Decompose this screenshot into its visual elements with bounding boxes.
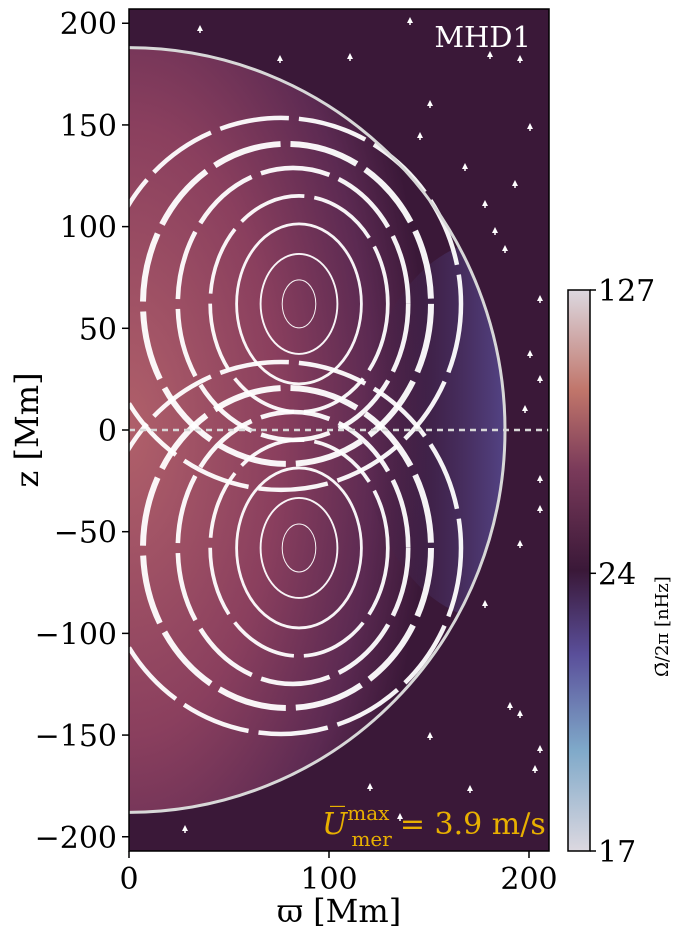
annotation-sup: max [347,801,390,825]
annotation-value: = 3.9 m/s [400,807,546,842]
streamline-ring [129,115,464,493]
y-axis-label: z [Mm] [8,372,46,487]
y-tick-label: 200 [60,7,117,42]
streamline-ring [140,140,434,467]
streamline-cell-2 [129,359,464,737]
streamline-ring [175,409,411,687]
plot-area [129,9,549,851]
colorbar-tick-label: 127 [598,274,655,309]
x-axis-ticks: 0 100 200 [119,851,558,897]
annotation-sub: mer [351,827,392,851]
y-tick-label: −200 [35,821,117,856]
colorbar-label: Ω̄/2π [nHz] [652,576,673,677]
colorbar-tick-label: 24 [598,557,636,592]
streamline-ring [259,497,339,599]
streamline-ring [259,252,339,355]
y-tick-label: 50 [79,312,117,347]
streamline-ring [235,222,363,386]
y-axis-ticks: 200 150 100 50 0 −50 −100 −150 −200 [35,7,129,856]
annotation-symbol: U̅ [322,806,349,842]
colorbar [567,289,591,852]
y-tick-label: −100 [35,617,117,652]
streamline-ring [281,279,317,329]
exterior-flow-arrows [182,17,543,833]
streamline-ring [140,384,434,711]
streamline-ring [281,523,317,573]
y-tick-label: −150 [35,719,117,754]
colorbar-ticks: 127 24 17 [590,274,655,870]
panel-label: MHD1 [434,20,531,54]
streamline-ring [208,194,390,414]
x-tick-label: 100 [300,862,357,897]
y-tick-label: 0 [98,414,117,449]
x-axis-label: ϖ [Mm] [277,892,401,930]
max-velocity-annotation: U̅max mer = 3.9 m/s [322,801,546,851]
y-tick-label: −50 [54,516,117,551]
meridional-streamlines [129,115,464,737]
streamline-ring [235,466,363,630]
streamline-ring [129,359,464,737]
y-tick-label: 150 [60,109,117,144]
y-tick-label: 100 [60,211,117,246]
streamline-ring [208,438,390,658]
x-tick-label: 0 [119,862,138,897]
x-tick-label: 200 [500,862,557,897]
colorbar-tick-label: 17 [598,835,636,870]
